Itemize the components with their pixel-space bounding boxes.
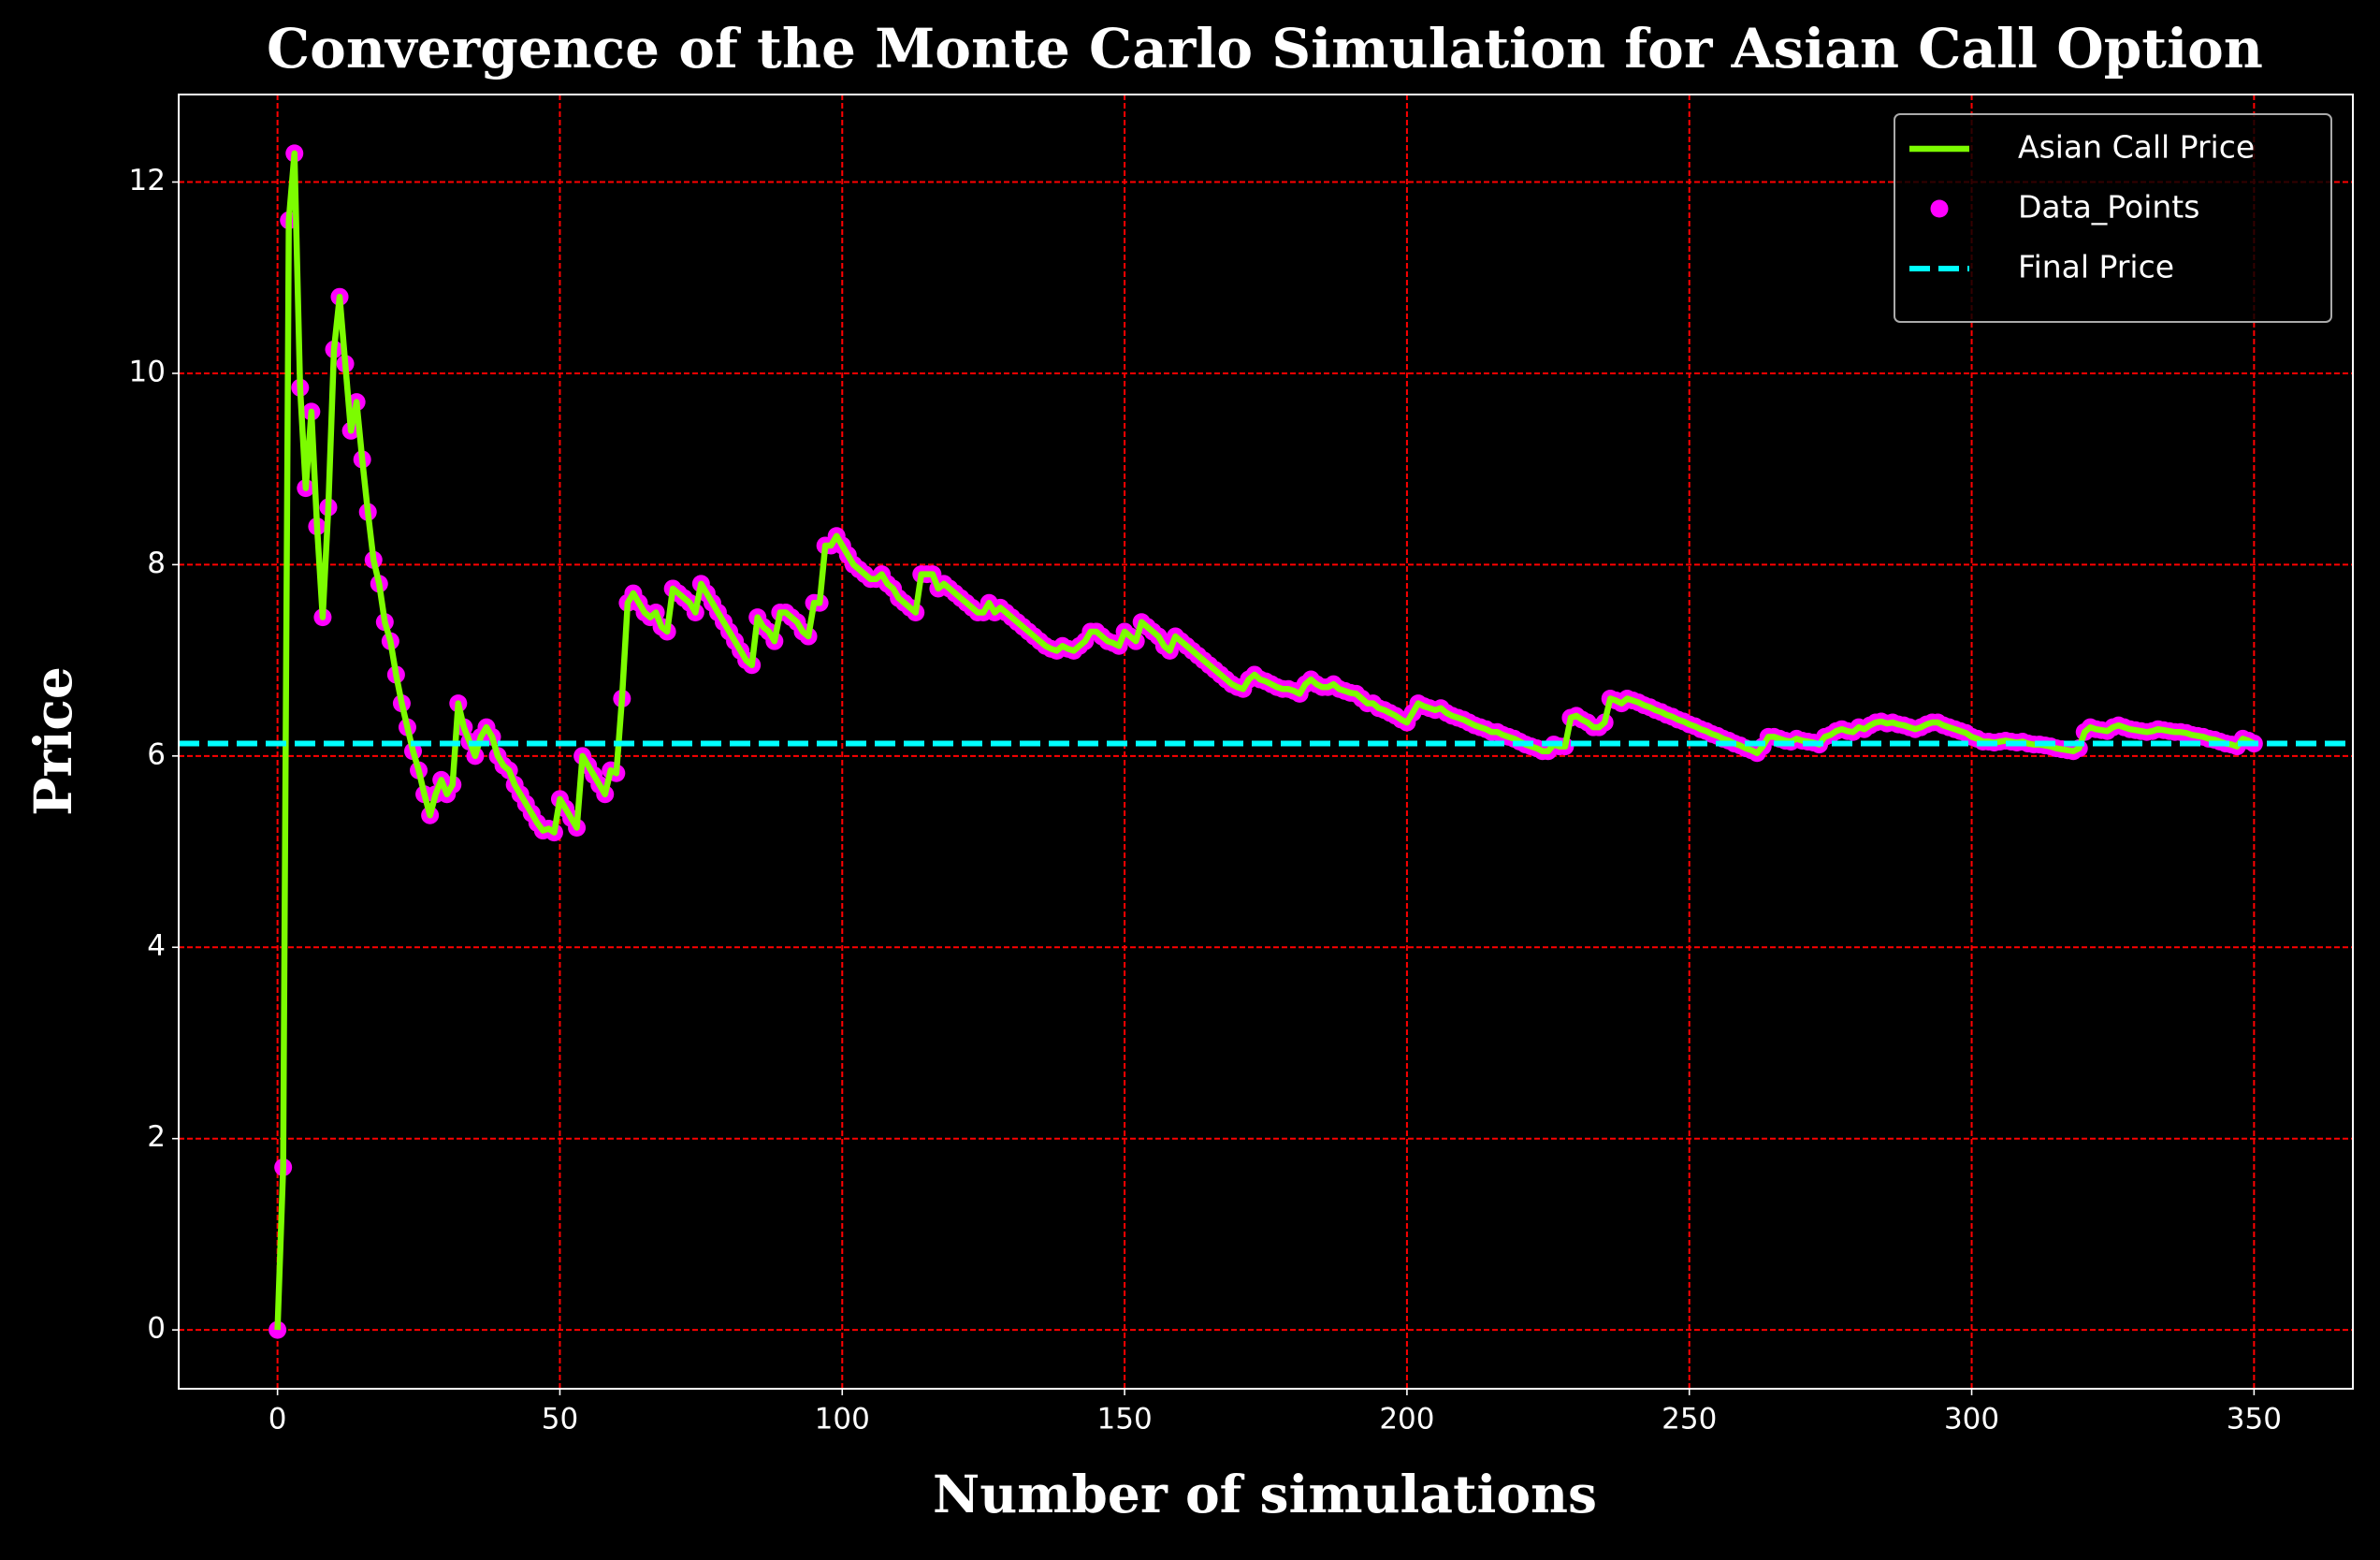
plot-area [179,144,2353,1339]
y-tick-label: 2 [147,1120,166,1154]
legend-swatch [1930,199,1949,218]
legend: Asian Call Price Data_Points Final Price [1894,113,2332,323]
x-tick-label: 50 [542,1403,578,1436]
x-tick-label: 100 [815,1403,870,1436]
x-tick-label: 0 [268,1403,287,1436]
legend-label: Final Price [2018,249,2174,285]
legend-box [1894,113,2332,323]
y-tick-label: 10 [129,355,166,388]
legend-label: Data_Points [2018,189,2199,226]
x-tick-label: 150 [1097,1403,1153,1436]
x-tick-label: 350 [2227,1403,2282,1436]
y-axis-label: Price [22,666,83,816]
y-tick-label: 0 [147,1312,166,1346]
y-tick-label: 6 [147,737,166,771]
y-tick-label: 8 [147,547,166,580]
x-tick-label: 250 [1662,1403,1717,1436]
x-tick-label: 200 [1379,1403,1434,1436]
chart-title: Convergence of the Monte Carlo Simulatio… [267,17,2263,80]
axes-frame [178,94,2354,1390]
grid [179,95,2353,1389]
y-tick-label: 4 [147,929,166,963]
y-tick-label: 12 [129,164,166,197]
legend-label: Asian Call Price [2018,129,2255,166]
x-axis-label: Number of simulations [933,1464,1597,1524]
x-tick-label: 300 [1944,1403,1999,1436]
axes: 0 2 4 6 8 10 12 0 50 100 150 200 250 300 350 [129,94,2354,1436]
price-line [274,150,2256,1331]
